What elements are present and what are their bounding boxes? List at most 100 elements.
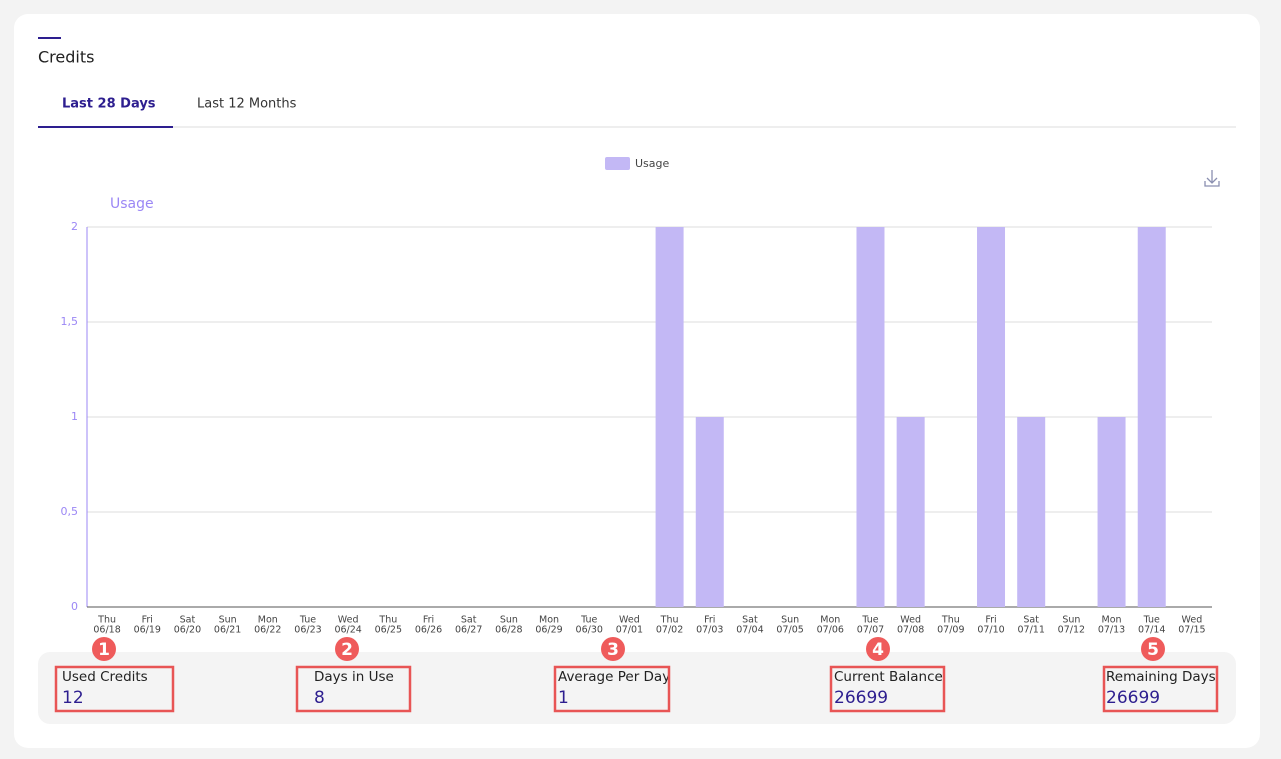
x-tick-label: Sat — [1023, 615, 1039, 626]
x-tick-label: 07/13 — [1098, 625, 1125, 636]
x-tick-label: 07/09 — [937, 625, 964, 636]
bar — [856, 227, 885, 607]
x-tick-label: 07/01 — [616, 625, 643, 636]
x-tick-label: 07/04 — [736, 625, 763, 636]
annotation-number: 4 — [872, 640, 884, 660]
x-tick-label: Sun — [500, 615, 518, 626]
stat-label: Days in Use — [314, 669, 394, 685]
annotation-badge — [335, 637, 359, 661]
bar — [1137, 227, 1166, 607]
stat-value: 12 — [62, 688, 84, 708]
page-title: Credits — [38, 48, 94, 67]
annotation-box — [829, 665, 946, 713]
y-tick-label: 0,5 — [61, 505, 79, 518]
x-tick-label: 06/26 — [415, 625, 442, 636]
x-tick-label: Sat — [461, 615, 477, 626]
tab[interactable]: Last 12 Months — [197, 97, 297, 112]
x-tick-label: 07/14 — [1138, 625, 1165, 636]
annotation-number: 3 — [607, 640, 619, 660]
x-tick-label: 06/30 — [576, 625, 603, 636]
x-tick-label: Thu — [378, 615, 397, 626]
x-tick-label: 06/28 — [495, 625, 522, 636]
x-tick-label: Thu — [941, 615, 960, 626]
legend-label: Usage — [635, 157, 670, 170]
x-tick-label: Wed — [338, 615, 359, 626]
stat-label: Remaining Days — [1106, 669, 1216, 685]
x-tick-label: 06/21 — [214, 625, 241, 636]
y-tick-label: 1,5 — [61, 315, 79, 328]
stat-label: Current Balance — [834, 669, 943, 685]
x-tick-label: Sat — [180, 615, 196, 626]
x-tick-label: 06/29 — [535, 625, 562, 636]
annotation-box — [1102, 665, 1219, 713]
x-tick-label: Thu — [660, 615, 679, 626]
annotation-badge — [1141, 637, 1165, 661]
download-button[interactable] — [1204, 170, 1220, 187]
x-tick-label: 07/11 — [1018, 625, 1045, 636]
bar — [695, 417, 724, 607]
x-tick-label: Fri — [704, 615, 715, 626]
x-tick-label: 06/25 — [375, 625, 402, 636]
annotation-number: 5 — [1147, 640, 1159, 660]
x-tick-label: Wed — [900, 615, 921, 626]
tab[interactable]: Last 28 Days — [62, 97, 156, 112]
y-tick-label: 1 — [71, 410, 78, 423]
annotation-number: 1 — [98, 640, 110, 660]
x-tick-label: 07/03 — [696, 625, 723, 636]
x-tick-label: 06/22 — [254, 625, 281, 636]
x-tick-label: Fri — [985, 615, 996, 626]
x-tick-label: Wed — [619, 615, 640, 626]
x-tick-label: 06/24 — [334, 625, 361, 636]
annotation-badge — [866, 637, 890, 661]
x-tick-label: Tue — [1143, 615, 1160, 626]
x-tick-label: 07/02 — [656, 625, 683, 636]
stat-value: 26699 — [834, 688, 888, 708]
legend-swatch — [605, 157, 630, 170]
x-tick-label: Tue — [580, 615, 597, 626]
x-tick-label: Mon — [820, 615, 840, 626]
stat-label: Used Credits — [62, 669, 148, 685]
x-tick-label: 07/07 — [857, 625, 884, 636]
x-tick-label: Wed — [1182, 615, 1203, 626]
bar — [896, 417, 925, 607]
x-tick-label: 07/05 — [776, 625, 803, 636]
y-axis-title: Usage — [110, 196, 154, 212]
bar — [977, 227, 1006, 607]
x-tick-label: Mon — [539, 615, 559, 626]
x-tick-label: Tue — [861, 615, 878, 626]
annotation-box — [295, 665, 412, 713]
x-tick-label: 06/27 — [455, 625, 482, 636]
stats-panel — [38, 652, 1236, 724]
stat-value: 1 — [558, 688, 569, 708]
x-tick-label: 07/10 — [977, 625, 1004, 636]
x-tick-label: 07/08 — [897, 625, 924, 636]
card — [14, 14, 1260, 748]
x-tick-label: Fri — [423, 615, 434, 626]
x-tick-label: 07/06 — [817, 625, 844, 636]
annotation-badge — [601, 637, 625, 661]
stat-value: 8 — [314, 688, 325, 708]
x-tick-label: 06/23 — [294, 625, 321, 636]
x-tick-label: Mon — [258, 615, 278, 626]
bar — [1017, 417, 1046, 607]
y-tick-label: 0 — [71, 600, 78, 613]
x-tick-label: Sat — [742, 615, 758, 626]
x-tick-label: 06/19 — [134, 625, 161, 636]
annotation-number: 2 — [341, 640, 353, 660]
x-tick-label: Sun — [1062, 615, 1080, 626]
annotation-box — [553, 665, 671, 713]
stat-value: 26699 — [1106, 688, 1160, 708]
stat-label: Average Per Day — [558, 669, 670, 685]
x-tick-label: 07/12 — [1058, 625, 1085, 636]
annotation-badge — [92, 637, 116, 661]
x-tick-label: Mon — [1102, 615, 1122, 626]
x-tick-label: 07/15 — [1178, 625, 1205, 636]
annotation-box — [54, 665, 175, 713]
x-tick-label: 06/18 — [93, 625, 120, 636]
x-tick-label: Sun — [219, 615, 237, 626]
x-tick-label: Tue — [299, 615, 316, 626]
x-tick-label: Fri — [142, 615, 153, 626]
x-tick-label: 06/20 — [174, 625, 201, 636]
x-tick-label: Sun — [781, 615, 799, 626]
